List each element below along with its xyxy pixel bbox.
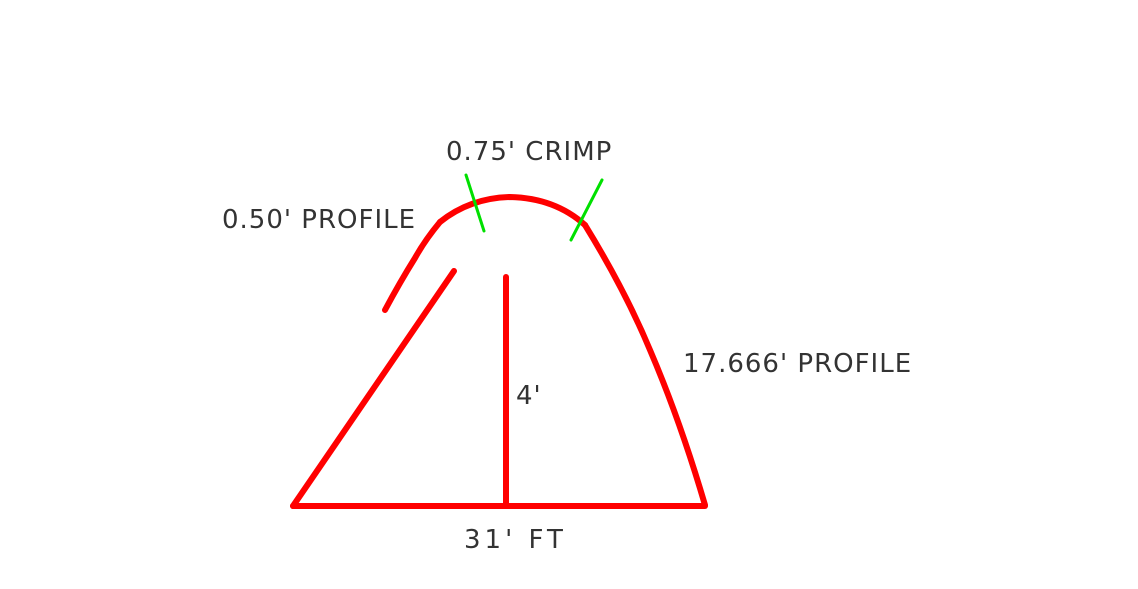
crimp-arch: [437, 194, 588, 228]
right-profile-line: [582, 222, 708, 508]
crimp-mark-left: [464, 173, 486, 233]
left-profile-line: [382, 219, 443, 313]
crimp-mark-right: [569, 178, 604, 242]
crimp-label: 0.75' CRIMP: [446, 137, 613, 167]
height-label: 4': [516, 381, 542, 411]
base-label: 31' FT: [464, 525, 567, 555]
left-slope-line: [290, 268, 457, 509]
left-profile-label: 0.50' PROFILE: [222, 205, 417, 235]
right-profile-label: 17.666' PROFILE: [683, 349, 913, 379]
